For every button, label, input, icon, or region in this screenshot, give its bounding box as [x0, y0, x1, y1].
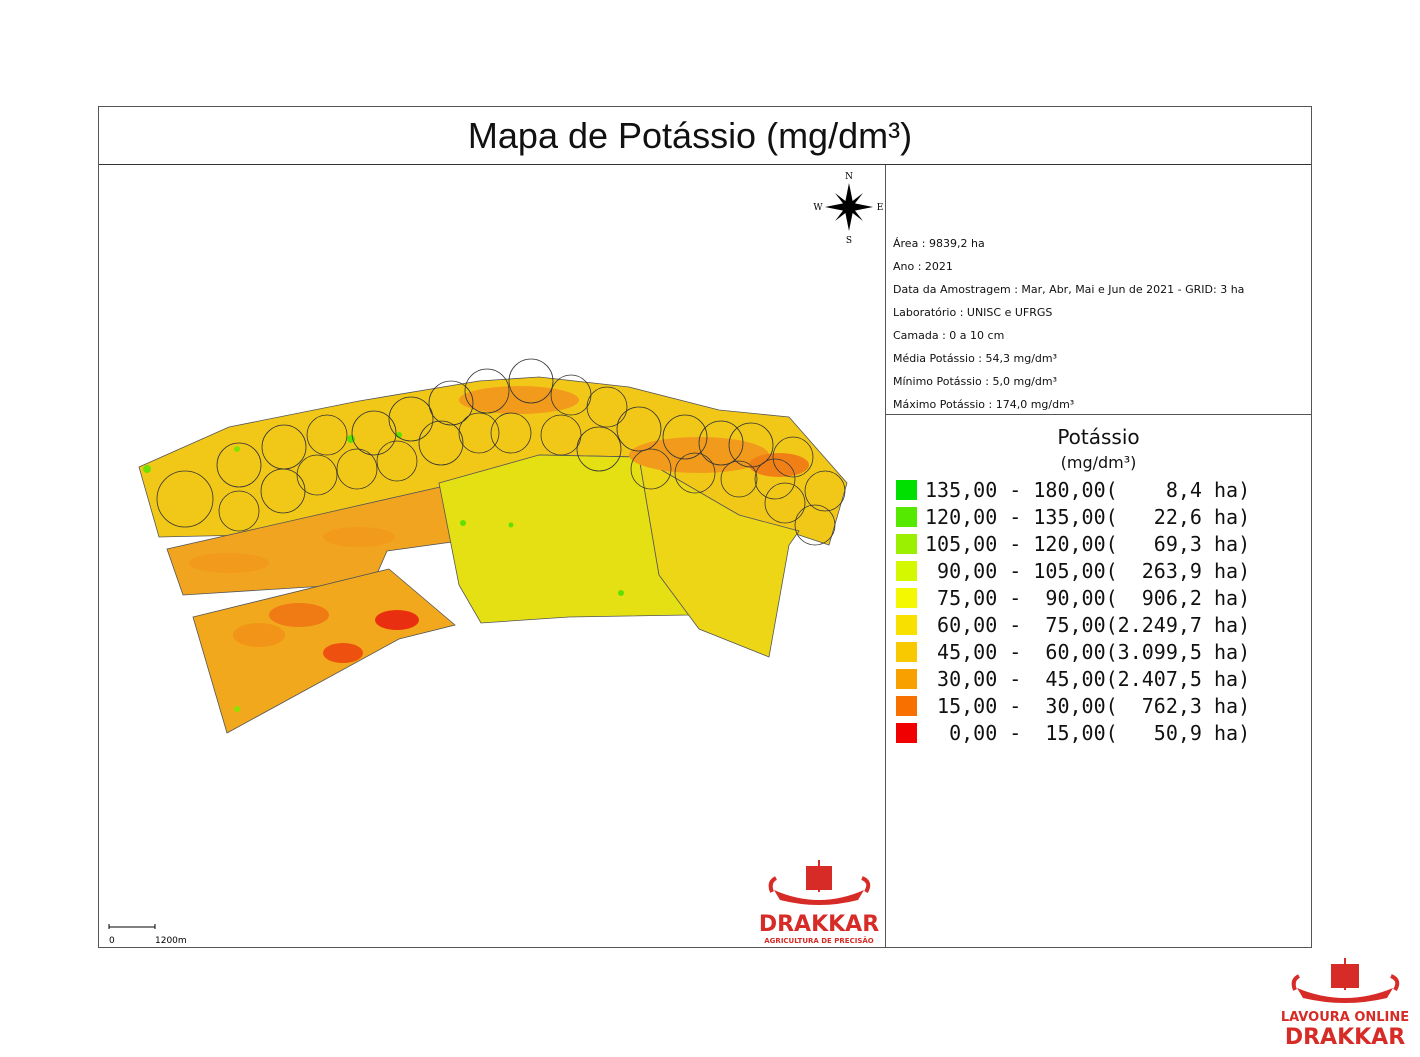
lavoura-online-logo: LAVOURA ONLINE DRAKKAR — [1275, 958, 1415, 1053]
legend-swatch — [896, 723, 917, 743]
legend-item: 135,00 - 180,00( 8,4 ha) — [896, 478, 1251, 502]
scale-start: 0 — [109, 936, 115, 946]
compass-e: E — [877, 203, 884, 213]
compass-s: S — [846, 236, 852, 246]
legend-label: 75,00 - 90,00( 906,2 ha) — [925, 586, 1251, 610]
legend-label: 105,00 - 120,00( 69,3 ha) — [925, 532, 1251, 556]
info-sampling-date: Data da Amostragem : Mar, Abr, Mai e Jun… — [893, 283, 1245, 296]
legend-item: 90,00 - 105,00( 263,9 ha) — [896, 559, 1251, 583]
legend-swatch — [896, 696, 917, 716]
legend-title: Potássio — [1057, 425, 1140, 449]
info-mean: Média Potássio : 54,3 mg/dm³ — [893, 352, 1058, 365]
pivot-circles — [156, 358, 846, 546]
title-box: Mapa de Potássio (mg/dm³) — [99, 107, 1311, 165]
legend-item: 105,00 - 120,00( 69,3 ha) — [896, 532, 1251, 556]
info-layer: Camada : 0 a 10 cm — [893, 329, 1005, 342]
legend-swatch — [896, 561, 917, 581]
field-center-right — [638, 456, 800, 658]
info-area: Área : 9839,2 ha — [893, 237, 985, 250]
legend-item: 60,00 - 75,00(2.249,7 ha) — [896, 613, 1251, 637]
legend-label: 90,00 - 105,00( 263,9 ha) — [925, 559, 1251, 583]
lavoura-online-line2: DRAKKAR — [1284, 1025, 1406, 1050]
legend-swatch — [896, 534, 917, 554]
high-value-specks — [143, 432, 624, 712]
field-map: N S E W — [138, 172, 883, 734]
map-layout-frame: Mapa de Potássio (mg/dm³) — [98, 106, 1312, 948]
legend-label: 135,00 - 180,00( 8,4 ha) — [925, 478, 1251, 502]
map-area: N S E W 0 1200m DRAKKAR — [99, 165, 886, 947]
scale-bar: 0 1200m — [107, 923, 207, 951]
legend-unit: (mg/dm³) — [1060, 453, 1137, 472]
compass-n: N — [845, 172, 853, 182]
legend-swatch — [896, 642, 917, 662]
scale-end: 1200m — [155, 936, 187, 946]
low-value-hotspots — [189, 386, 809, 663]
legend-item: 15,00 - 30,00( 762,3 ha) — [896, 694, 1251, 718]
legend-label: 60,00 - 75,00(2.249,7 ha) — [925, 613, 1251, 637]
legend-item: 0,00 - 15,00( 50,9 ha) — [896, 721, 1251, 745]
drakkar-logo-tagline: AGRICULTURA DE PRECISÃO — [764, 937, 874, 945]
lavoura-online-line1: LAVOURA ONLINE — [1280, 1010, 1410, 1025]
map-title: Mapa de Potássio (mg/dm³) — [467, 114, 913, 156]
legend-item: 75,00 - 90,00( 906,2 ha) — [896, 586, 1251, 610]
viking-ship-icon — [1291, 958, 1400, 1003]
info-year: Ano : 2021 — [893, 260, 953, 273]
compass-w: W — [813, 203, 823, 213]
legend-label: 15,00 - 30,00( 762,3 ha) — [925, 694, 1251, 718]
north-arrow-icon: N S E W — [813, 172, 883, 246]
legend-item: 30,00 - 45,00(2.407,5 ha) — [896, 667, 1251, 691]
legend-swatch — [896, 480, 917, 500]
legend-swatch — [896, 588, 917, 608]
legend-label: 120,00 - 135,00( 22,6 ha) — [925, 505, 1251, 529]
drakkar-logo-name: DRAKKAR — [758, 912, 880, 937]
legend-label: 0,00 - 15,00( 50,9 ha) — [925, 721, 1251, 745]
info-box: Área : 9839,2 ha Ano : 2021 Data da Amos… — [886, 165, 1311, 415]
viking-ship-icon — [768, 860, 871, 905]
drakkar-logo: DRAKKAR AGRICULTURA DE PRECISÃO — [754, 860, 884, 945]
legend-item: 45,00 - 60,00(3.099,5 ha) — [896, 640, 1251, 664]
legend-swatch — [896, 669, 917, 689]
field-polygons — [138, 376, 848, 734]
legend-label: 30,00 - 45,00(2.407,5 ha) — [925, 667, 1251, 691]
legend-item: 120,00 - 135,00( 22,6 ha) — [896, 505, 1251, 529]
legend-swatch — [896, 507, 917, 527]
info-min: Mínimo Potássio : 5,0 mg/dm³ — [893, 375, 1057, 388]
info-laboratory: Laboratório : UNISC e UFRGS — [893, 306, 1053, 319]
info-max: Máximo Potássio : 174,0 mg/dm³ — [893, 398, 1075, 411]
legend: Potássio (mg/dm³) 135,00 - 180,00( 8,4 h… — [886, 415, 1311, 947]
legend-swatch — [896, 615, 917, 635]
legend-label: 45,00 - 60,00(3.099,5 ha) — [925, 640, 1251, 664]
